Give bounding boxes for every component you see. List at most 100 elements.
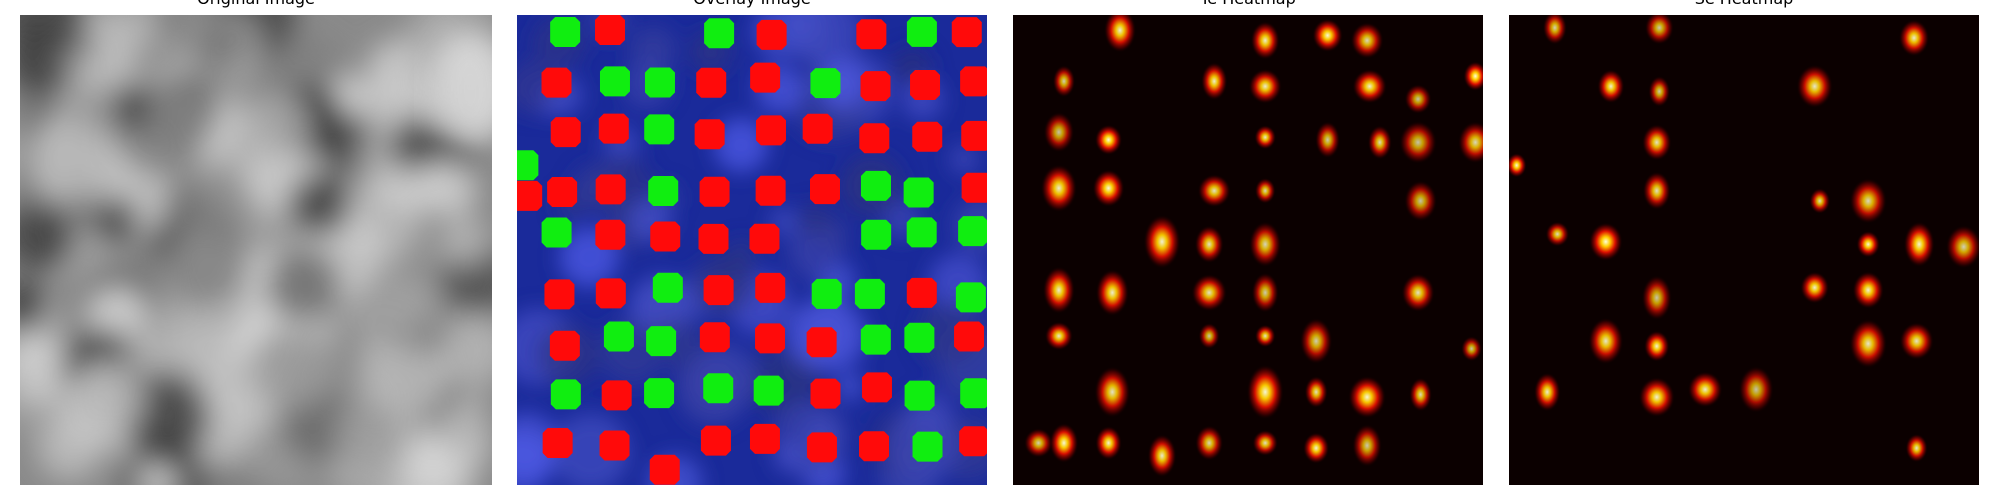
heat-spot xyxy=(1024,428,1053,458)
texture-blob xyxy=(287,172,352,237)
atom-marker xyxy=(912,431,943,462)
atom-marker xyxy=(703,373,734,404)
heat-spot xyxy=(1250,21,1280,60)
heat-spot xyxy=(1352,424,1382,467)
atom-marker xyxy=(961,172,987,203)
texture-blob xyxy=(20,279,46,330)
heat-spot xyxy=(1852,271,1884,309)
texture-blob xyxy=(20,15,88,59)
atom-marker xyxy=(961,120,987,151)
texture-blob xyxy=(162,180,206,224)
heat-spot xyxy=(1043,111,1075,153)
atom-marker xyxy=(749,223,780,254)
texture-blob xyxy=(191,18,242,69)
atom-marker xyxy=(650,221,681,252)
atom-marker xyxy=(755,175,786,206)
heat-spot xyxy=(1200,62,1228,101)
atom-marker xyxy=(517,180,543,211)
heat-spot xyxy=(1800,271,1830,304)
heat-spot xyxy=(1461,336,1483,362)
atom-marker xyxy=(810,68,841,99)
atom-marker xyxy=(756,19,787,50)
texture-blob xyxy=(787,15,863,68)
se-heatmap xyxy=(1509,15,1979,485)
heat-spot xyxy=(1588,317,1624,365)
texture-blob xyxy=(949,144,979,174)
atom-marker xyxy=(951,17,982,48)
heat-spot xyxy=(1249,221,1282,268)
heat-spot xyxy=(1198,322,1220,350)
heat-spot xyxy=(1254,125,1277,150)
heat-spot xyxy=(1197,174,1231,208)
atom-marker xyxy=(603,321,634,352)
atom-marker xyxy=(859,431,890,462)
atom-marker xyxy=(698,223,729,254)
heat-spot xyxy=(1856,230,1881,258)
texture-blob xyxy=(244,93,313,162)
heat-spot xyxy=(1457,121,1483,164)
atom-marker xyxy=(599,430,630,461)
heat-spot xyxy=(1945,225,1979,269)
atom-marker xyxy=(861,219,892,250)
texture-blob xyxy=(69,358,147,436)
original-image xyxy=(20,15,492,485)
heat-spot xyxy=(1191,274,1227,312)
texture-blob xyxy=(820,219,849,248)
heat-spot xyxy=(1252,429,1279,457)
atom-marker xyxy=(550,117,581,148)
heat-spot xyxy=(1254,324,1276,348)
atom-marker xyxy=(541,217,572,248)
texture-blob xyxy=(91,196,140,245)
panel-title: Overlay Image xyxy=(693,0,810,8)
atom-marker xyxy=(810,378,841,409)
heat-spot xyxy=(1641,124,1672,161)
heat-spot xyxy=(1648,75,1671,107)
heat-spot xyxy=(1545,221,1570,247)
atom-marker xyxy=(903,177,934,208)
texture-blob xyxy=(20,348,69,404)
heat-spot xyxy=(1052,65,1076,98)
image-background xyxy=(1013,15,1483,485)
atom-marker xyxy=(550,379,581,410)
heat-spot xyxy=(1588,222,1623,261)
atom-marker xyxy=(755,115,786,146)
panel-title: Se Heatmap xyxy=(1695,0,1794,8)
heat-spot xyxy=(1147,434,1177,478)
texture-blob xyxy=(442,217,491,266)
heat-spot xyxy=(1352,69,1387,104)
atom-marker xyxy=(699,322,730,353)
atom-marker xyxy=(906,16,937,47)
heat-spot xyxy=(1399,120,1437,164)
atom-marker xyxy=(549,330,580,361)
heat-spot xyxy=(1849,178,1887,224)
atom-marker xyxy=(649,454,680,485)
heat-spot xyxy=(1404,180,1438,222)
heat-spot xyxy=(1094,124,1123,156)
atom-marker xyxy=(595,174,626,205)
heat-spot xyxy=(1597,69,1625,104)
atom-marker xyxy=(806,432,837,463)
panel-title: Original Image xyxy=(197,0,315,8)
atom-marker xyxy=(652,272,683,303)
atom-marker xyxy=(954,321,985,352)
heat-spot xyxy=(1348,375,1387,419)
atom-marker xyxy=(802,113,833,144)
heat-spot xyxy=(1899,322,1934,360)
texture-blob xyxy=(126,321,183,378)
heat-spot xyxy=(1092,169,1125,207)
atom-marker xyxy=(960,66,987,97)
atom-marker xyxy=(904,380,935,411)
texture-blob xyxy=(110,88,149,126)
atom-marker xyxy=(644,378,675,409)
atom-marker xyxy=(960,378,987,409)
atom-marker xyxy=(541,67,572,98)
heat-spot xyxy=(1143,214,1181,269)
heat-spot xyxy=(1194,225,1224,264)
heat-spot xyxy=(1103,15,1137,53)
heat-spot xyxy=(1302,432,1330,464)
heat-spot xyxy=(1251,272,1279,313)
atom-marker xyxy=(644,114,675,145)
atom-marker xyxy=(860,71,891,102)
texture-blob xyxy=(332,398,403,470)
